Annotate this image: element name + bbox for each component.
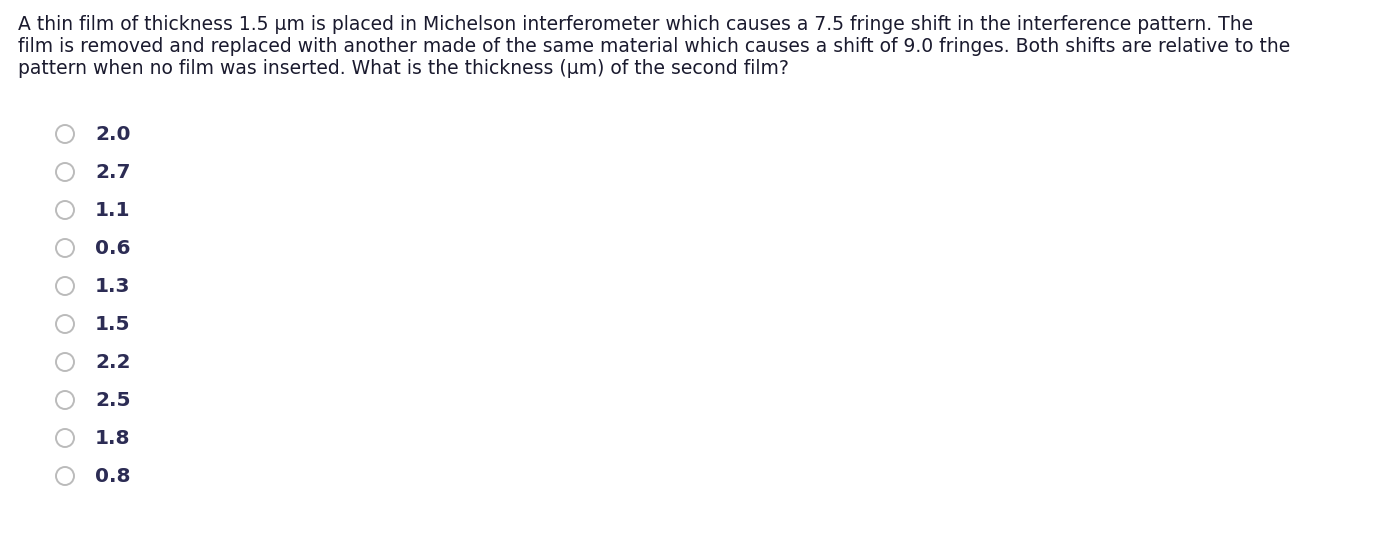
- Ellipse shape: [56, 353, 74, 371]
- Ellipse shape: [56, 467, 74, 485]
- Ellipse shape: [56, 391, 74, 409]
- Text: 1.5: 1.5: [95, 315, 130, 333]
- Text: 1.1: 1.1: [95, 200, 130, 220]
- Ellipse shape: [56, 277, 74, 295]
- Text: 0.8: 0.8: [95, 467, 130, 485]
- Ellipse shape: [56, 201, 74, 219]
- Text: 2.7: 2.7: [95, 163, 130, 182]
- Text: 2.5: 2.5: [95, 390, 130, 410]
- Ellipse shape: [56, 163, 74, 181]
- Text: 1.3: 1.3: [95, 277, 130, 295]
- Ellipse shape: [56, 239, 74, 257]
- Ellipse shape: [56, 429, 74, 447]
- Text: 2.0: 2.0: [95, 125, 130, 143]
- Ellipse shape: [56, 125, 74, 143]
- Text: 2.2: 2.2: [95, 352, 130, 372]
- Text: 1.8: 1.8: [95, 429, 130, 447]
- Text: film is removed and replaced with another made of the same material which causes: film is removed and replaced with anothe…: [18, 37, 1290, 57]
- Ellipse shape: [56, 315, 74, 333]
- Text: 0.6: 0.6: [95, 238, 130, 257]
- Text: pattern when no film was inserted. What is the thickness (μm) of the second film: pattern when no film was inserted. What …: [18, 59, 789, 79]
- Text: A thin film of thickness 1.5 μm is placed in Michelson interferometer which caus: A thin film of thickness 1.5 μm is place…: [18, 15, 1254, 35]
